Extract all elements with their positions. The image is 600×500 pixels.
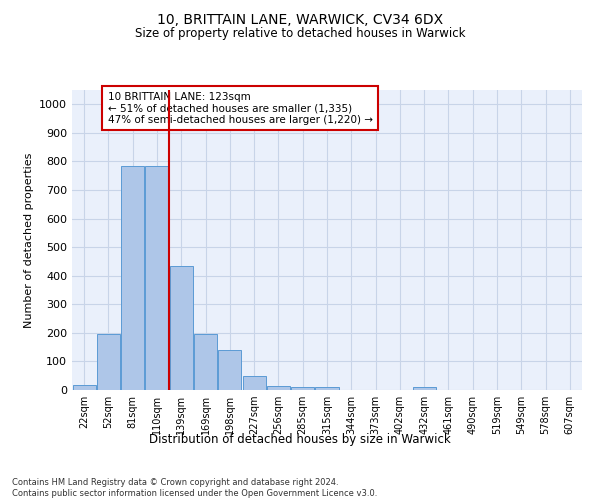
Text: Distribution of detached houses by size in Warwick: Distribution of detached houses by size … <box>149 432 451 446</box>
Bar <box>242 376 266 390</box>
Bar <box>97 334 120 390</box>
Bar <box>291 386 314 390</box>
Text: Contains HM Land Registry data © Crown copyright and database right 2024.
Contai: Contains HM Land Registry data © Crown c… <box>12 478 377 498</box>
Bar <box>121 166 144 390</box>
Bar <box>413 387 436 390</box>
Bar <box>267 386 290 390</box>
Text: 10 BRITTAIN LANE: 123sqm
← 51% of detached houses are smaller (1,335)
47% of sem: 10 BRITTAIN LANE: 123sqm ← 51% of detach… <box>108 92 373 124</box>
Bar <box>170 266 193 390</box>
Y-axis label: Number of detached properties: Number of detached properties <box>23 152 34 328</box>
Bar <box>194 334 217 390</box>
Text: Size of property relative to detached houses in Warwick: Size of property relative to detached ho… <box>135 28 465 40</box>
Bar <box>145 166 169 390</box>
Bar <box>73 385 95 390</box>
Bar <box>218 350 241 390</box>
Bar <box>316 386 338 390</box>
Text: 10, BRITTAIN LANE, WARWICK, CV34 6DX: 10, BRITTAIN LANE, WARWICK, CV34 6DX <box>157 12 443 26</box>
